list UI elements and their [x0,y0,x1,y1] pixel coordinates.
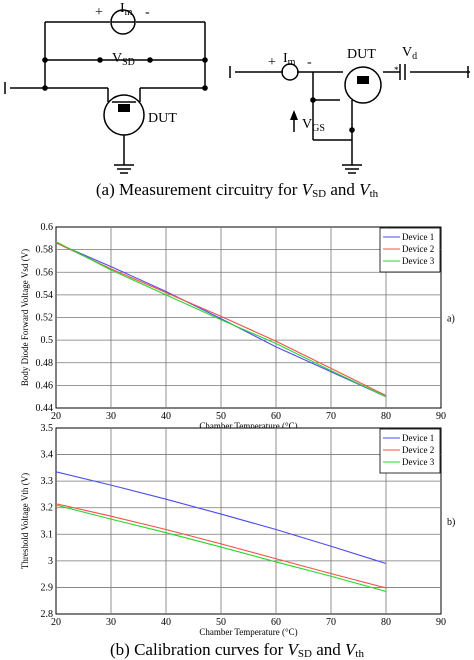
y-tick-label: 0.54 [36,290,54,301]
junction-dot [147,57,153,63]
y-tick-label: 3.1 [41,529,54,540]
y-tick-label: 3.5 [41,423,54,434]
x-tick-label: 80 [381,617,391,628]
vth-calibration-chart: 20 30 40 50 60 70 80 90 2.8 2.9 3 3.1 3.2 3.3 3.4 3.5 Ch… [20,423,455,637]
y-tick-label: 3 [48,556,53,567]
caption-b: (b) Calibration curves for VSD and Vth [110,640,364,660]
y-tick-label: 2.8 [41,609,54,620]
y-tick-label: 0.6 [41,222,54,233]
vsd-calibration-chart: 20 30 40 50 60 70 80 90 0.44 0.46 0.48 0.5 0.52 0.54 0… [20,222,455,431]
y-axis-label: Threshold Voltage Vth (V) [20,473,30,569]
x-tick-label: 50 [216,411,226,422]
mosfet-body [357,76,369,84]
x-tick-label: 20 [51,617,61,628]
x-tick-label: 30 [106,617,116,628]
x-tick-label: 70 [326,617,336,628]
junction-dot [349,127,355,133]
legend-label: Device 1 [402,232,434,242]
junction-dot [42,57,48,63]
x-tick-label: 50 [216,617,226,628]
junction-dot [310,97,316,103]
ammeter-symbol [281,63,299,81]
series-line-device-1 [55,471,387,565]
x-tick-label: 90 [436,617,446,628]
circuit-vth [229,63,470,174]
im-label: Im [120,1,133,18]
mosfet-body [118,104,130,112]
x-tick-label: 40 [161,617,171,628]
y-tick-label: 0.5 [41,335,54,346]
series-line-device-2 [55,242,387,397]
x-tick-label: 80 [381,411,391,422]
caption-a: (a) Measurement circuitry for VSD and Vt… [95,180,379,200]
arrow-head [290,110,298,120]
y-tick-label: 0.44 [36,403,54,414]
x-tick-label: 60 [271,411,281,422]
y-tick-label: 3.4 [41,450,54,461]
x-axis-label: Chamber Temperature (°C) [199,627,297,637]
x-tick-label: 90 [436,411,446,422]
vd-label: Vd [402,45,417,62]
circuit-vsd-labels: + Im - VSD DUT [95,1,177,126]
x-tick-label: 30 [106,411,116,422]
junction-dot [202,85,208,91]
legend-label: Device 2 [402,244,434,254]
circuit-vth-labels: + Im - DUT Vd * VGS [268,45,417,134]
y-tick-label: 0.58 [36,245,54,256]
x-tick-label: 20 [51,411,61,422]
x-tick-label: 40 [161,411,171,422]
minus-label: - [145,5,150,20]
y-tick-label: 0.52 [36,313,54,324]
series-line-device-3 [55,241,387,398]
x-tick-label: 70 [326,411,336,422]
junction-dot [202,57,208,63]
circuit-vsd-dots [42,57,208,112]
y-tick-label: 0.48 [36,358,54,369]
legend-label: Device 3 [402,256,435,266]
legend-label: Device 2 [402,445,434,455]
vsd-label: VSD [112,51,135,68]
series-line-device-3 [55,504,387,592]
vgs-label: VGS [302,117,325,134]
legend-box [379,428,441,474]
junction-dot [42,85,48,91]
series-line-device-1 [55,242,387,398]
y-tick-label: 2.9 [41,582,54,593]
legend-label: Device 3 [402,457,435,467]
y-tick-label: 0.46 [36,380,54,391]
circuit-vsd [4,9,206,174]
circuit-vth-dots [290,76,369,133]
panel-label: a) [447,314,455,325]
dut-symbol-left [103,94,145,136]
plus-label: + [95,5,103,20]
dut-symbol-right [344,66,382,104]
dut-label-right: DUT [347,47,376,62]
minus-label: - [307,55,312,70]
legend-box [379,227,441,273]
vd-star: * [394,65,399,75]
legend-label: Device 1 [402,433,434,443]
series-line-device-2 [55,503,387,589]
y-tick-label: 0.56 [36,267,54,278]
im-label: Im [283,51,296,68]
dut-label-left: DUT [148,111,177,126]
panel-label: b) [447,517,455,528]
y-tick-label: 3.2 [41,503,54,514]
junction-dot [97,57,103,63]
plus-label: + [268,55,276,70]
y-tick-label: 3.3 [41,476,54,487]
y-axis-label: Body Diode Forward Voltage Vsd (V) [20,249,30,386]
x-axis-label: Chamber Temperature (°C) [199,421,297,431]
x-tick-label: 60 [271,617,281,628]
